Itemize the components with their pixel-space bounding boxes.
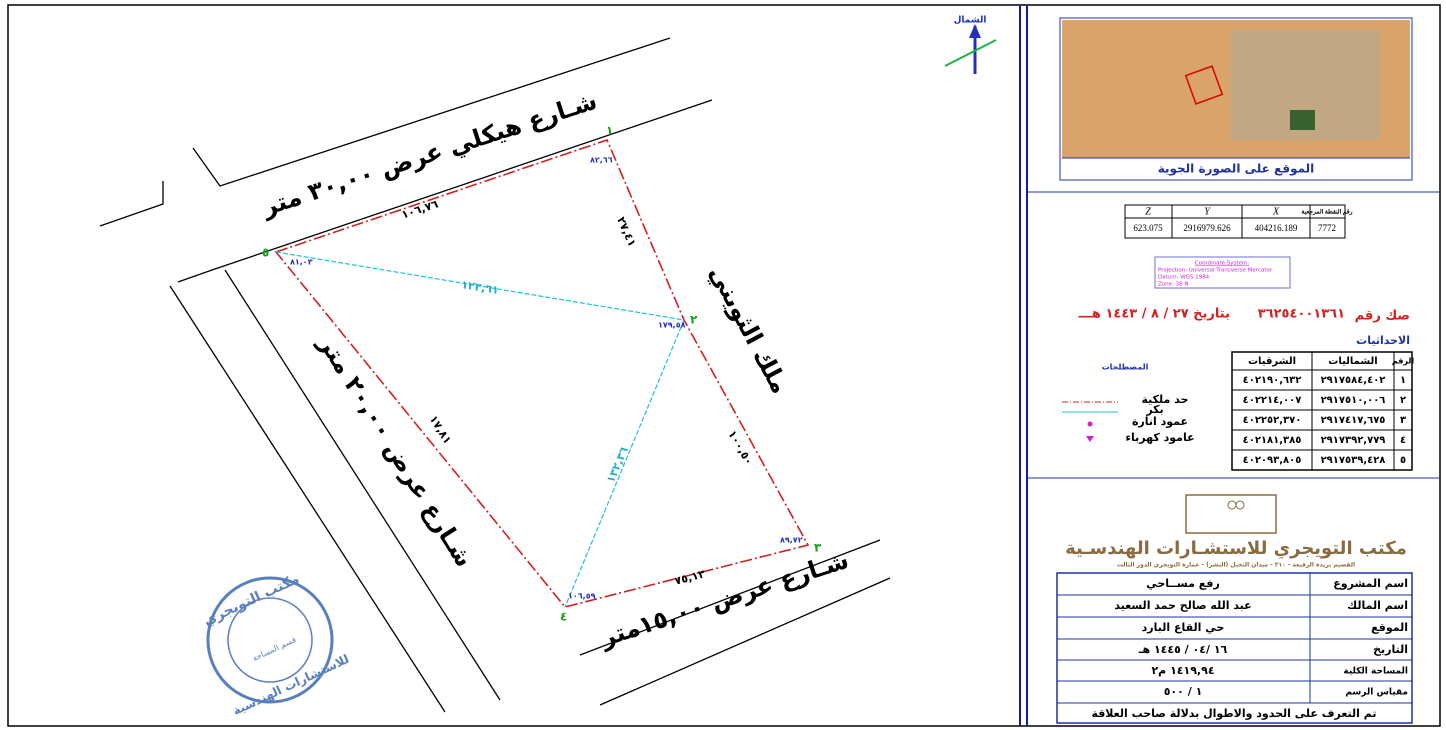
- table-cell: ٣: [1400, 415, 1406, 426]
- legend: المصطلحات حد ملكية بكر عمود انارة عامود …: [1062, 363, 1195, 445]
- table-header: الرقم: [1392, 357, 1414, 366]
- aerial-feature: [1290, 110, 1315, 130]
- dimension: ١٢٣,٦١: [460, 278, 499, 297]
- info-label: مقياس الرسم: [1345, 688, 1408, 698]
- table-header: الشماليات: [1328, 356, 1377, 367]
- table-cell: ٢٩١٧٥١٠,٠٠٦: [1321, 395, 1386, 406]
- office-address: القصيم بريدة الرفيعة - ٣١٠ - ميدان النخي…: [1117, 562, 1355, 569]
- stamp: مكتب التويجري للاستشارات الهندسية قسم ال…: [201, 571, 351, 718]
- north-arrow: الشمال: [945, 16, 996, 75]
- table-cell: ١: [1400, 375, 1406, 386]
- table-cell: ٤٠٢٢٥٢,٣٧٠: [1243, 415, 1302, 426]
- info-value: حي القاع البارد: [1142, 621, 1225, 634]
- table-cell: ٢: [1400, 395, 1406, 406]
- legend-swatch: [1086, 436, 1094, 442]
- info-value: ١ / ٥٠٠: [1164, 685, 1203, 698]
- office-logo: [1228, 501, 1236, 509]
- north-label: الشمال: [954, 16, 987, 26]
- coord-line: Coordinate System:: [1195, 261, 1249, 267]
- street-label: شـارع عرض ١٥,٠٠متر: [596, 546, 852, 653]
- info-label: الموقع: [1371, 621, 1408, 634]
- table-cell: ٢٩١٧٥٣٩,٤٢٨: [1321, 455, 1386, 466]
- office-name: مكتب التويجري للاستشـارات الهندسـية: [1065, 538, 1407, 559]
- dimension: ٧٥,١٣: [673, 567, 707, 588]
- legend-label: عمود انارة: [1132, 415, 1188, 428]
- coords-title: الاحداثيات: [1356, 334, 1410, 347]
- info-value: ١٦ /٠٤ / ١٤٤٥ هـ: [1138, 643, 1228, 656]
- coord-line: Zone: 38 N: [1158, 282, 1188, 288]
- info-label: اسم المالك: [1347, 599, 1408, 612]
- angle-label: ٨٩,٧٢: [780, 536, 803, 545]
- table-cell: 2916979.626: [1183, 223, 1231, 233]
- table-header: رقم النقطة المرجعية: [1301, 208, 1352, 215]
- point-label: ٢: [690, 313, 698, 327]
- street-edge: [178, 100, 712, 282]
- dimension: ١٣٢,٣٦: [604, 445, 631, 485]
- legend-label: عامود كهرباء: [1125, 431, 1194, 444]
- office-logo: [1236, 501, 1244, 509]
- dimension: ٢٧,٤١: [614, 215, 639, 249]
- table-header: الشرقيات: [1248, 356, 1296, 367]
- coord-system: Coordinate System: Projection: Universal…: [1158, 261, 1273, 288]
- legend-title: المصطلحات: [1102, 363, 1149, 372]
- info-label: المساحة الكلية: [1343, 667, 1408, 677]
- table-header: X: [1272, 206, 1280, 217]
- table-cell: 404216.189: [1255, 223, 1298, 233]
- point-label: ٣: [814, 541, 822, 555]
- coord-line: Datum: WGS 1984: [1158, 275, 1210, 281]
- deed: صك رقم ٣٦٢٥٤٠٠١٣٦١ بتاريخ ٢٧ / ٨ / ١٤٤٣ …: [1078, 307, 1410, 324]
- street-edge: [100, 181, 163, 226]
- table-header: Y: [1204, 206, 1211, 217]
- legend-swatch: [1088, 422, 1093, 427]
- arrow-head: [969, 24, 981, 38]
- table-cell: ٤: [1400, 435, 1406, 446]
- point-label: ٤: [560, 610, 567, 624]
- info-label: التاريخ: [1373, 643, 1408, 656]
- table-cell: ٤٠٢٢١٤,٠٠٧: [1243, 395, 1302, 406]
- point-label: ١: [606, 124, 613, 138]
- table-cell: 7772: [1318, 223, 1336, 233]
- street-edge: [170, 286, 445, 712]
- reference-table: Z Y X رقم النقطة المرجعية 623.075 291697…: [1125, 205, 1353, 238]
- coords-rows: ١ ٢٩١٧٥٨٤,٤٠٢ ٤٠٢١٩٠,٦٣٢ ٢ ٢٩١٧٥١٠,٠٠٦ ٤…: [1243, 375, 1406, 466]
- coords-table: الرقم الشماليات الشرقيات ١ ٢٩١٧٥٨٤,٤٠٢ ٤…: [1232, 352, 1414, 470]
- stamp-text: للاستشارات الهندسية: [231, 652, 352, 718]
- owner-label: ملك الثويني: [704, 261, 795, 398]
- deed-label: صك رقم: [1355, 309, 1410, 324]
- info-table: اسم المشروع اسم المالك الموقع التاريخ ال…: [1057, 573, 1412, 723]
- info-value: رفع مســاحي: [1146, 577, 1220, 590]
- page-body: { "north_label": "الشمال", "streets": { …: [0, 0, 1446, 730]
- coord-line: Projection: Universal Transverse Mercato…: [1158, 268, 1273, 274]
- table-cell: ٢٩١٧٥٨٤,٤٠٢: [1321, 375, 1386, 386]
- angle-label: ٨٢,٦٦: [590, 156, 613, 165]
- angle-label: ٨١,٠٣: [290, 258, 313, 267]
- info-value: عبد الله صالح حمد السعيد: [1114, 599, 1251, 612]
- table-cell: ٥: [1400, 455, 1406, 466]
- page: مخطط رفع مساحي html, body { margin: 0; p…: [0, 0, 1446, 730]
- table-text: Z Y X رقم النقطة المرجعية 623.075 291697…: [1133, 206, 1352, 233]
- deed-number: ٣٦٢٥٤٠٠١٣٦١: [1258, 307, 1345, 322]
- aerial-caption: الموقع على الصورة الجوية: [1158, 162, 1315, 177]
- arrow-shaft: [945, 40, 996, 66]
- dimension: ١٠٦,٧٦: [400, 197, 440, 221]
- coords-header: الرقم الشماليات الشرقيات: [1248, 356, 1414, 367]
- angle-label: ١٠٦,٥٩: [568, 592, 596, 601]
- sheet: شـارع هيكلي عرض ٣٠,٠٠ متر شـارع عرض ٢٠,٠…: [0, 0, 1446, 730]
- table-cell: ٢٩١٧٤١٧,٦٧٥: [1321, 415, 1386, 426]
- info-note: تم التعرف على الحدود والاطوال بدلالة صاح…: [1091, 707, 1376, 720]
- deed-date: بتاريخ ٢٧ / ٨ / ١٤٤٣ هـــ: [1078, 307, 1230, 322]
- table-cell: ٤٠٢١٩٠,٦٣٢: [1243, 375, 1302, 386]
- table-cell: 623.075: [1133, 223, 1163, 233]
- info-value: ١٤١٩,٩٤ م٢: [1151, 664, 1214, 677]
- table-header: Z: [1145, 206, 1151, 217]
- table-cell: ٢٩١٧٣٩٢,٧٧٩: [1321, 435, 1386, 446]
- street-edge: [225, 270, 500, 700]
- point-label: ٥: [262, 246, 269, 260]
- info-label: اسم المشروع: [1333, 577, 1408, 590]
- table-cell: ٤٠٢١٨١,٣٨٥: [1243, 435, 1302, 446]
- dimension: ١٠٠,٥٠: [725, 428, 755, 467]
- table-cell: ٤٠٢٠٩٣,٨٠٥: [1243, 455, 1302, 466]
- angle-label: ١٧٩,٥٨: [658, 321, 686, 330]
- stamp-text: قسم المساحة: [251, 635, 297, 663]
